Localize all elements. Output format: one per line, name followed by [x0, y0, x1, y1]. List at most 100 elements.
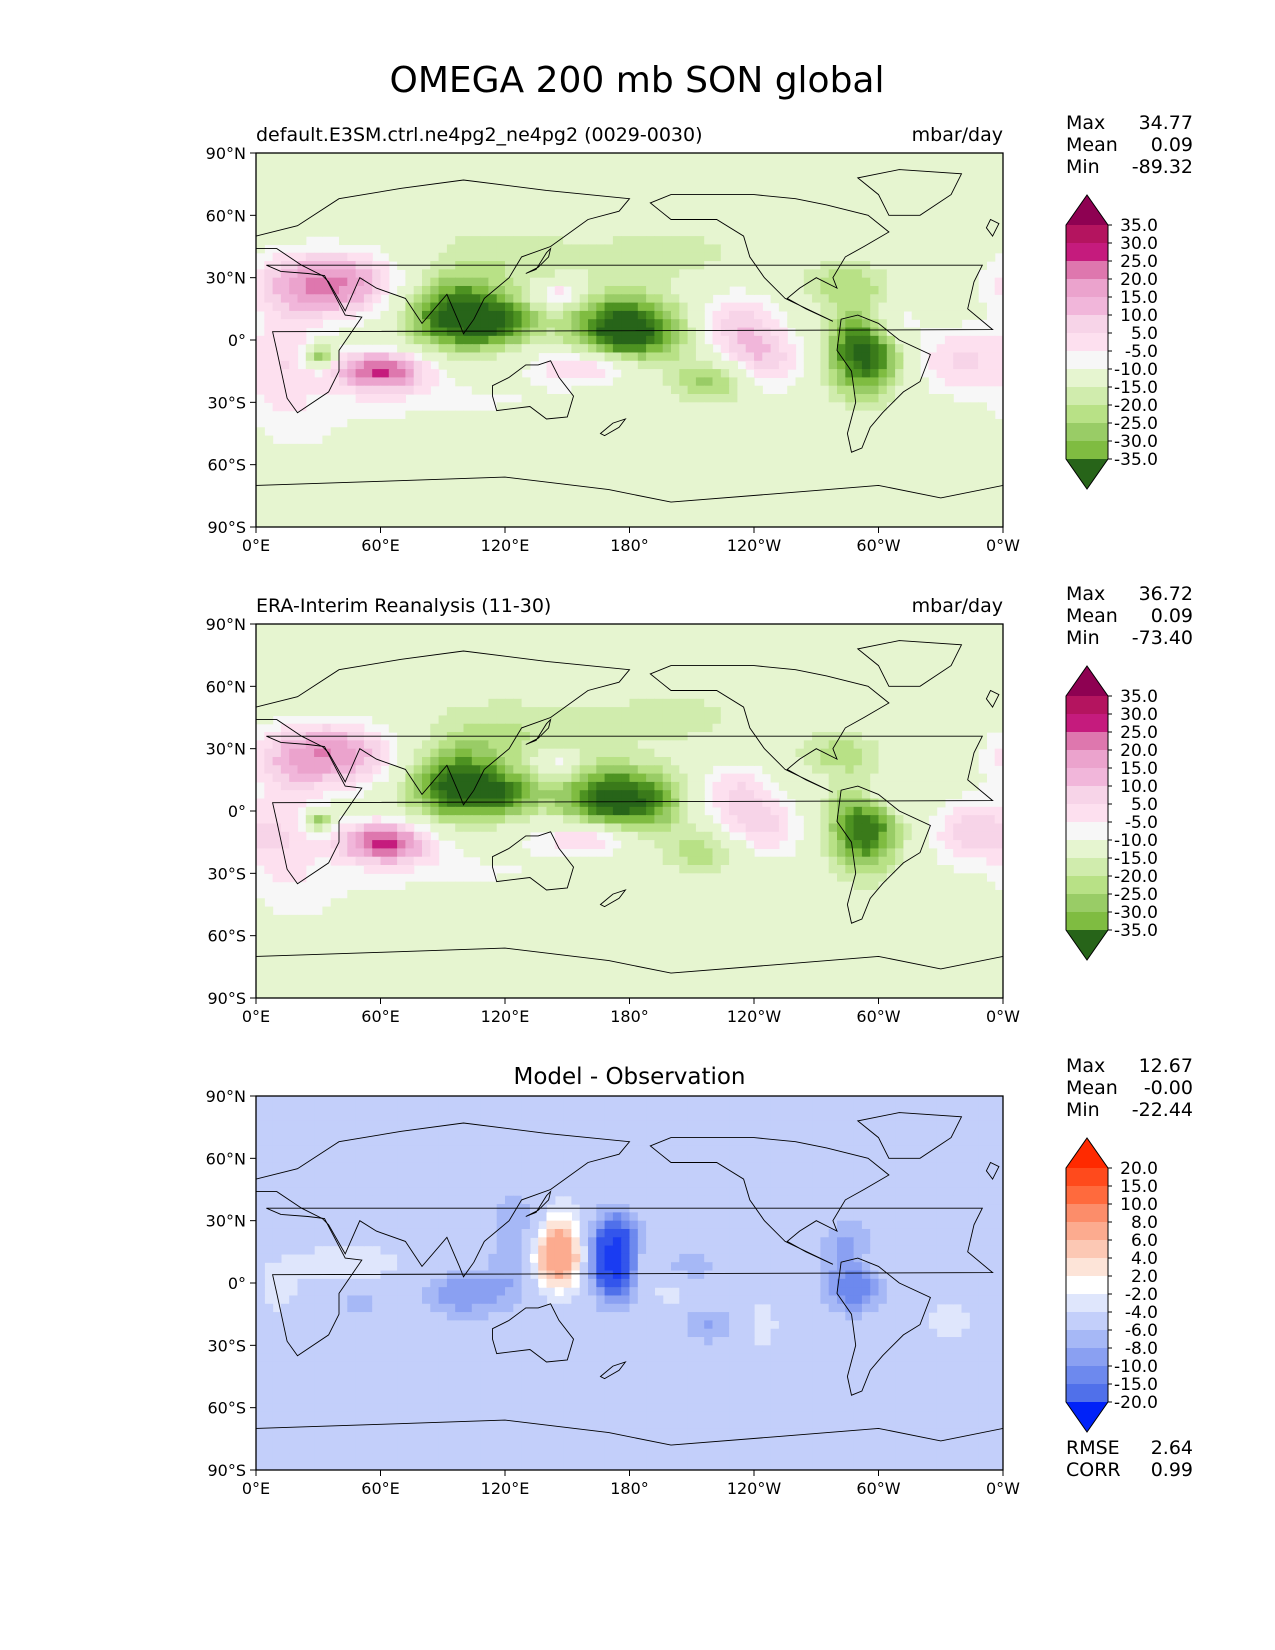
- field-cell: [629, 236, 639, 246]
- field-cell: [372, 485, 382, 495]
- field-cell: [322, 369, 332, 378]
- field-cell: [629, 369, 639, 378]
- field-cell: [513, 707, 523, 717]
- field-cell: [870, 310, 880, 320]
- field-cell: [339, 485, 348, 495]
- field-cell: [612, 352, 622, 362]
- field-cell: [944, 369, 954, 378]
- field-cell: [264, 394, 274, 403]
- field-cell: [778, 269, 788, 279]
- field-cell: [529, 302, 539, 312]
- field-cell: [787, 252, 797, 262]
- field-cell: [936, 452, 946, 462]
- field-cell: [662, 236, 672, 246]
- field-cell: [870, 698, 880, 708]
- field-cell: [588, 186, 597, 196]
- field-cell: [397, 369, 406, 378]
- field-cell: [521, 632, 531, 642]
- field-cell: [446, 452, 456, 462]
- field-cell: [588, 161, 597, 171]
- field-cell: [986, 707, 996, 717]
- field-cell: [936, 244, 946, 254]
- field-cell: [861, 427, 871, 437]
- field-cell: [612, 443, 622, 453]
- field-cell: [463, 427, 473, 437]
- field-cell: [330, 665, 340, 675]
- field-cell: [762, 186, 772, 196]
- field-cell: [754, 153, 763, 162]
- field-cell: [637, 707, 647, 717]
- field-cell: [604, 327, 614, 337]
- field-cell: [314, 468, 323, 478]
- field-cell: [446, 485, 456, 495]
- field-cell: [994, 477, 1003, 487]
- field-cell: [422, 485, 431, 495]
- field-cell: [629, 665, 639, 675]
- field-cell: [405, 640, 415, 650]
- field-cell: [662, 169, 672, 179]
- field-cell: [812, 682, 821, 692]
- field-cell: [579, 161, 589, 171]
- field-cell: [488, 468, 498, 478]
- colorbar-label: 35.0: [1120, 216, 1158, 236]
- field-cell: [372, 690, 382, 700]
- field-cell: [289, 698, 299, 708]
- field-cell: [687, 227, 697, 237]
- field-cell: [629, 186, 639, 196]
- field-cell: [463, 698, 473, 708]
- field-cell: [687, 485, 697, 495]
- field-cell: [729, 244, 738, 254]
- field-cell: [505, 377, 514, 387]
- field-cell: [961, 707, 971, 717]
- field-cell: [521, 244, 531, 254]
- field-cell: [438, 698, 448, 708]
- field-cell: [886, 410, 896, 420]
- field-cell: [687, 219, 697, 229]
- field-cell: [422, 319, 431, 329]
- field-cell: [637, 153, 647, 162]
- field-cell: [612, 294, 622, 304]
- field-cell: [297, 161, 307, 171]
- field-cell: [596, 369, 606, 378]
- field-cell: [720, 369, 730, 378]
- field-cell: [745, 518, 755, 527]
- field-cell: [521, 285, 531, 295]
- field-cell: [778, 682, 788, 692]
- field-cell: [662, 427, 672, 437]
- field-cell: [679, 665, 689, 675]
- field-cell: [828, 394, 838, 403]
- field-cell: [621, 369, 631, 378]
- field-cell: [272, 161, 282, 171]
- field-cell: [554, 327, 564, 337]
- field-cell: [405, 344, 415, 354]
- field-cell: [729, 177, 738, 187]
- field-cell: [280, 648, 290, 658]
- field-cell: [778, 698, 788, 708]
- field-cell: [687, 211, 697, 221]
- field-cell: [745, 443, 755, 453]
- field-cell: [895, 153, 904, 162]
- field-cell: [837, 177, 846, 187]
- field-cell: [886, 219, 896, 229]
- field-cell: [505, 460, 514, 470]
- field-cell: [339, 236, 348, 246]
- field-cell: [994, 485, 1003, 495]
- field-cell: [886, 510, 896, 520]
- field-cell: [546, 227, 556, 237]
- field-cell: [895, 377, 904, 387]
- coastline-8: [525, 247, 552, 274]
- field-cell: [571, 452, 581, 462]
- field-cell: [579, 510, 589, 520]
- field-cell: [471, 410, 481, 420]
- field-cell: [845, 186, 855, 196]
- field-cell: [895, 360, 904, 370]
- field-cell: [256, 502, 265, 511]
- field-cell: [463, 632, 473, 642]
- field-cell: [969, 673, 979, 683]
- field-cell: [762, 177, 772, 187]
- field-cell: [762, 369, 772, 378]
- field-cell: [920, 385, 929, 395]
- field-cell: [745, 657, 755, 667]
- field-cell: [720, 632, 730, 642]
- field-cell: [621, 657, 631, 667]
